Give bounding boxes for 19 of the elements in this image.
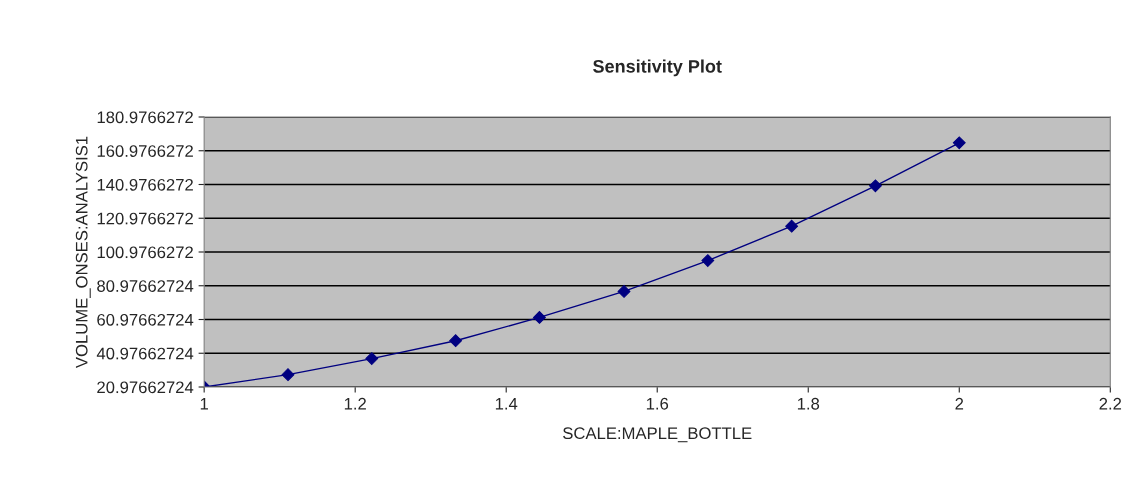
- x-tick-label: 1.6: [646, 397, 669, 410]
- y-axis-title: VOLUME_ONSES:ANALYSIS1: [75, 136, 91, 369]
- x-tick-label: 1.2: [344, 397, 366, 410]
- y-tick-label: 140.9766272: [97, 178, 193, 191]
- y-tick-label: 20.97662724: [97, 381, 194, 394]
- y-tick-label: 160.9766272: [97, 145, 193, 157]
- y-tick-label: 180.9766272: [97, 111, 193, 124]
- x-tick-label: 2.2: [1099, 397, 1122, 410]
- y-tick-label: 120.9766272: [97, 212, 193, 225]
- y-tick-label: 80.97662724: [97, 280, 194, 292]
- x-tick-label: 2: [955, 397, 964, 410]
- x-tick-label: 1.4: [495, 398, 518, 410]
- x-tick-label: 1: [200, 398, 208, 410]
- y-tick-label: 40.97662724: [96, 347, 194, 360]
- x-axis-title: SCALE:MAPLE_BOTTLE: [563, 427, 752, 443]
- y-tick-label: 100.9766272: [97, 246, 193, 259]
- y-tick-label: 60.97662724: [97, 313, 194, 326]
- chart-title: Sensitivity Plot: [593, 59, 722, 77]
- x-tick-label: 1.8: [797, 397, 820, 410]
